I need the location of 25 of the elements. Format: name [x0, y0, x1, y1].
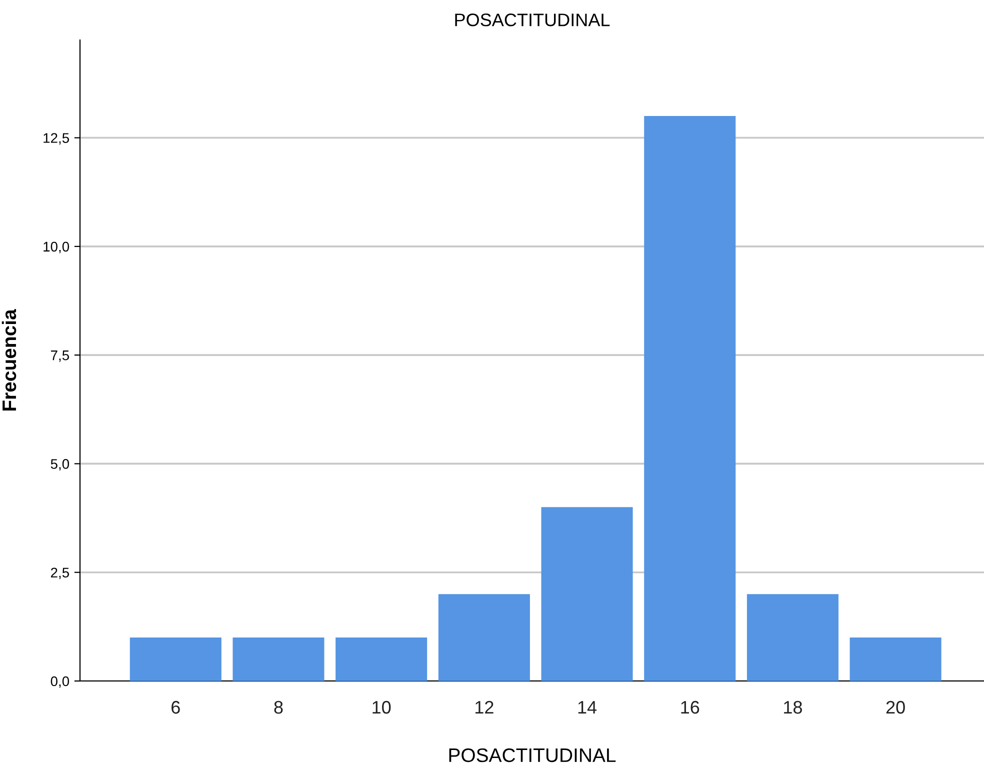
bar: [644, 116, 736, 681]
bar: [438, 594, 530, 681]
y-tick-label: 10,0: [44, 242, 70, 254]
y-tick-label: 0,0: [50, 676, 70, 688]
bar: [541, 507, 633, 681]
y-tick-label: 12,5: [44, 133, 70, 145]
x-tick-label: 16: [681, 700, 700, 714]
y-tick-label: 7,5: [50, 350, 70, 362]
bar: [336, 638, 428, 681]
x-tick-label: 6: [172, 700, 180, 714]
y-axis-title: Frecuencia: [2, 309, 16, 411]
bar: [746, 594, 838, 681]
x-axis-title: POSACTITUDINAL: [449, 748, 616, 762]
x-tick-label: 18: [784, 700, 802, 714]
chart-title: POSACTITUDINAL: [455, 14, 610, 26]
x-tick-label: 12: [476, 700, 494, 714]
x-tick-label: 14: [578, 701, 597, 714]
x-tick-label: 10: [372, 700, 391, 714]
y-tick-label: 2,5: [50, 568, 70, 580]
bar: [232, 638, 324, 681]
x-tick-label: 8: [274, 700, 283, 714]
bar: [850, 638, 942, 681]
x-tick-label: 20: [886, 700, 905, 714]
y-tick-label: 5,0: [50, 459, 70, 471]
bar: [130, 638, 222, 681]
